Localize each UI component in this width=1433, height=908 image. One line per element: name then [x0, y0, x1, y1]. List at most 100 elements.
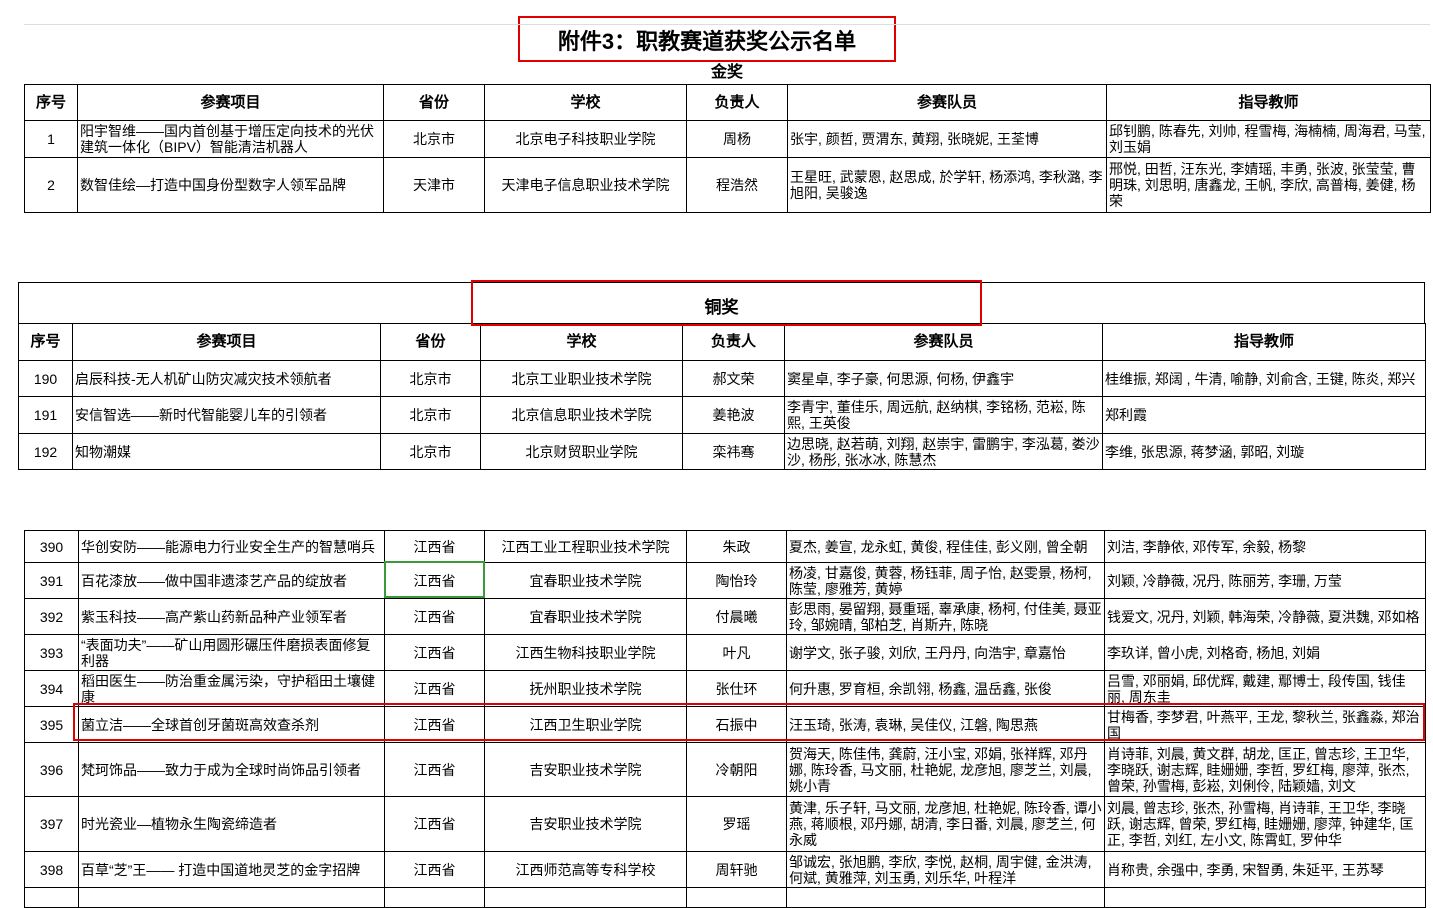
cell-province[interactable]: 江西省 — [384, 706, 485, 743]
cell-school[interactable]: 天津电子信息职业技术学院 — [484, 157, 687, 213]
cell-team[interactable]: 邹诚宏, 张旭鹏, 李欣, 李悦, 赵桐, 周宇健, 金洪涛, 何斌, 黄雅萍,… — [786, 851, 1105, 888]
column-header[interactable]: 参赛项目 — [77, 84, 384, 121]
cell-province[interactable]: 江西省 — [384, 796, 485, 852]
column-header[interactable]: 序号 — [18, 323, 73, 361]
cell-leader[interactable]: 栾祎骞 — [682, 433, 785, 470]
cell-province[interactable]: 北京市 — [380, 360, 481, 397]
cell-mentors[interactable]: 郑利霞 — [1102, 396, 1426, 434]
cell-project[interactable]: 百草“芝”王—— 打造中国道地灵芝的金字招牌 — [78, 851, 385, 888]
cell-leader[interactable]: 姜艳波 — [682, 396, 785, 434]
cell-province[interactable]: 北京市 — [383, 120, 485, 158]
cell-team[interactable]: 何升惠, 罗育桓, 余凯翎, 杨鑫, 温岳鑫, 张俊 — [786, 670, 1105, 707]
cell-project[interactable]: 时光瓷业—植物永生陶瓷缔造者 — [78, 796, 385, 852]
cell-index[interactable]: 191 — [18, 396, 73, 434]
cell-project[interactable]: 知物潮媒 — [72, 433, 381, 470]
cell-index[interactable] — [24, 887, 79, 908]
cell-province[interactable]: 江西省 — [384, 598, 485, 635]
cell-project[interactable]: 华创安防——能源电力行业安全生产的智慧哨兵 — [78, 530, 385, 563]
cell-project[interactable]: 稻田医生——防治重金属污染，守护稻田土壤健康 — [78, 670, 385, 707]
column-header[interactable]: 参赛项目 — [72, 323, 381, 361]
column-header[interactable]: 参赛队员 — [787, 84, 1107, 121]
cell-mentors[interactable]: 钱爱文, 况丹, 刘颖, 韩海荣, 冷静薇, 夏洪魏, 邓如格 — [1104, 598, 1426, 635]
column-header[interactable]: 参赛队员 — [784, 323, 1103, 361]
cell-leader[interactable]: 朱政 — [686, 530, 787, 563]
cell-team[interactable]: 边思晓, 赵若萌, 刘翔, 赵崇宇, 雷鹏宇, 李泓葛, 娄沙沙, 杨彤, 张冰… — [784, 433, 1103, 470]
cell-school[interactable]: 北京电子科技职业学院 — [484, 120, 687, 158]
cell-team[interactable]: 贺海天, 陈佳伟, 龚蔚, 汪小宝, 邓娟, 张祥辉, 邓丹娜, 陈玲香, 马文… — [786, 742, 1105, 797]
cell-school[interactable]: 抚州职业技术学院 — [484, 670, 687, 707]
cell-mentors[interactable]: 刘颖, 冷静薇, 况丹, 陈丽芳, 李珊, 万莹 — [1104, 562, 1426, 599]
cell-project[interactable]: 紫玉科技——高产紫山药新品种产业领军者 — [78, 598, 385, 635]
cell-school[interactable]: 吉安职业技术学院 — [484, 742, 687, 797]
cell-team[interactable]: 张宇, 颜哲, 贾渭东, 黄翔, 张晓妮, 王荃博 — [787, 120, 1107, 158]
cell-school[interactable]: 北京财贸职业学院 — [480, 433, 683, 470]
cell-leader[interactable]: 陶怡玲 — [686, 562, 787, 599]
column-header[interactable]: 学校 — [480, 323, 683, 361]
cell-mentors[interactable]: 刘洁, 李静依, 邓传军, 余毅, 杨黎 — [1104, 530, 1426, 563]
cell-team[interactable]: 王星旺, 武蒙恩, 赵思成, 於学轩, 杨添鸿, 李秋潞, 李旭阳, 吴骏逸 — [787, 157, 1107, 213]
selected-cell-outline[interactable] — [384, 561, 485, 598]
cell-index[interactable]: 391 — [24, 562, 79, 599]
cell-project[interactable]: 梵珂饰品——致力于成为全球时尚饰品引领者 — [78, 742, 385, 797]
cell-leader[interactable]: 冷朝阳 — [686, 742, 787, 797]
cell-index[interactable]: 393 — [24, 634, 79, 671]
cell-index[interactable]: 390 — [24, 530, 79, 563]
cell-mentors[interactable]: 李维, 张思源, 蒋梦涵, 郭昭, 刘璇 — [1102, 433, 1426, 470]
cell-province[interactable]: 江西省 — [384, 670, 485, 707]
cell-team[interactable]: 夏杰, 姜宣, 龙永虹, 黄俊, 程佳佳, 彭义刚, 曾全朝 — [786, 530, 1105, 563]
cell-mentors[interactable]: 邢悦, 田哲, 汪东光, 李婧瑶, 丰勇, 张波, 张莹莹, 曹明珠, 刘思明,… — [1106, 157, 1431, 213]
cell-mentors[interactable] — [1104, 887, 1426, 908]
cell-index[interactable]: 397 — [24, 796, 79, 852]
cell-index[interactable]: 392 — [24, 598, 79, 635]
cell-province[interactable]: 北京市 — [380, 396, 481, 434]
cell-team[interactable]: 杨凌, 甘嘉俊, 黄蓉, 杨钰菲, 周子怡, 赵雯景, 杨柯, 陈莹, 廖雅芳,… — [786, 562, 1105, 599]
cell-province[interactable]: 江西省 — [384, 530, 485, 563]
cell-mentors[interactable]: 李玖详, 曾小虎, 刘格奇, 杨旭, 刘娟 — [1104, 634, 1426, 671]
cell-leader[interactable]: 郝文荣 — [682, 360, 785, 397]
column-header[interactable]: 负责人 — [686, 84, 788, 121]
column-header[interactable]: 序号 — [24, 84, 78, 121]
cell-index[interactable]: 2 — [24, 157, 78, 213]
cell-mentors[interactable]: 桂维振, 郑阔 , 牛清, 喻静, 刘俞含, 王键, 陈炎, 郑兴 — [1102, 360, 1426, 397]
cell-mentors[interactable]: 邱钊鹏, 陈春先, 刘帅, 程雪梅, 海楠楠, 周海君, 马莹, 刘玉娟 — [1106, 120, 1431, 158]
cell-project[interactable]: 启辰科技-无人机矿山防灾减灾技术领航者 — [72, 360, 381, 397]
cell-project[interactable]: 数智佳绘—打造中国身份型数字人领军品牌 — [77, 157, 384, 213]
cell-school[interactable]: 宜春职业技术学院 — [484, 562, 687, 599]
column-header[interactable]: 学校 — [484, 84, 687, 121]
cell-school[interactable]: 北京信息职业技术学院 — [480, 396, 683, 434]
cell-leader[interactable]: 叶凡 — [686, 634, 787, 671]
cell-mentors[interactable]: 吕雪, 邓丽娟, 邱优辉, 戴建, 鄢博士, 段传国, 钱佳丽, 周东圭 — [1104, 670, 1426, 707]
cell-school[interactable]: 江西工业工程职业技术学院 — [484, 530, 687, 563]
cell-project[interactable] — [78, 887, 385, 908]
cell-index[interactable]: 395 — [24, 706, 79, 743]
cell-school[interactable]: 吉安职业技术学院 — [484, 796, 687, 852]
cell-index[interactable]: 394 — [24, 670, 79, 707]
cell-leader[interactable]: 周轩驰 — [686, 851, 787, 888]
cell-province[interactable]: 江西省 — [384, 742, 485, 797]
cell-leader[interactable]: 周杨 — [686, 120, 788, 158]
cell-school[interactable]: 江西师范高等专科学校 — [484, 851, 687, 888]
cell-project[interactable]: “表面功夫”——矿山用圆形碾压件磨损表面修复利器 — [78, 634, 385, 671]
cell-school[interactable]: 宜春职业技术学院 — [484, 598, 687, 635]
cell-province[interactable]: 天津市 — [383, 157, 485, 213]
cell-index[interactable]: 396 — [24, 742, 79, 797]
cell-index[interactable]: 192 — [18, 433, 73, 470]
column-header[interactable]: 指导教师 — [1102, 323, 1426, 361]
cell-school[interactable]: 北京工业职业技术学院 — [480, 360, 683, 397]
cell-index[interactable]: 190 — [18, 360, 73, 397]
cell-team[interactable]: 谢学文, 张子骏, 刘欣, 王丹丹, 向浩宇, 章嘉怡 — [786, 634, 1105, 671]
cell-province[interactable] — [384, 887, 485, 908]
cell-team[interactable]: 黄津, 乐子轩, 马文丽, 龙彦旭, 杜艳妮, 陈玲香, 谭小燕, 蒋顺根, 邓… — [786, 796, 1105, 852]
cell-project[interactable]: 阳宇智维——国内首创基于增压定向技术的光伏建筑一体化（BIPV）智能清洁机器人 — [77, 120, 384, 158]
cell-project[interactable]: 安信智选——新时代智能婴儿车的引领者 — [72, 396, 381, 434]
cell-mentors[interactable]: 肖诗菲, 刘晨, 黄文群, 胡龙, 匡正, 曾志珍, 王卫华, 李晓跃, 谢志辉… — [1104, 742, 1426, 797]
column-header[interactable]: 指导教师 — [1106, 84, 1431, 121]
cell-mentors[interactable]: 刘晨, 曾志珍, 张杰, 孙雪梅, 肖诗菲, 王卫华, 李晓跃, 谢志辉, 曾荣… — [1104, 796, 1426, 852]
cell-mentors[interactable]: 肖称贵, 余强中, 李勇, 宋智勇, 朱延平, 王苏琴 — [1104, 851, 1426, 888]
cell-province[interactable]: 江西省 — [384, 851, 485, 888]
column-header[interactable]: 省份 — [383, 84, 485, 121]
cell-team[interactable] — [786, 887, 1105, 908]
cell-school[interactable] — [484, 887, 687, 908]
cell-province[interactable]: 北京市 — [380, 433, 481, 470]
cell-leader[interactable] — [686, 887, 787, 908]
